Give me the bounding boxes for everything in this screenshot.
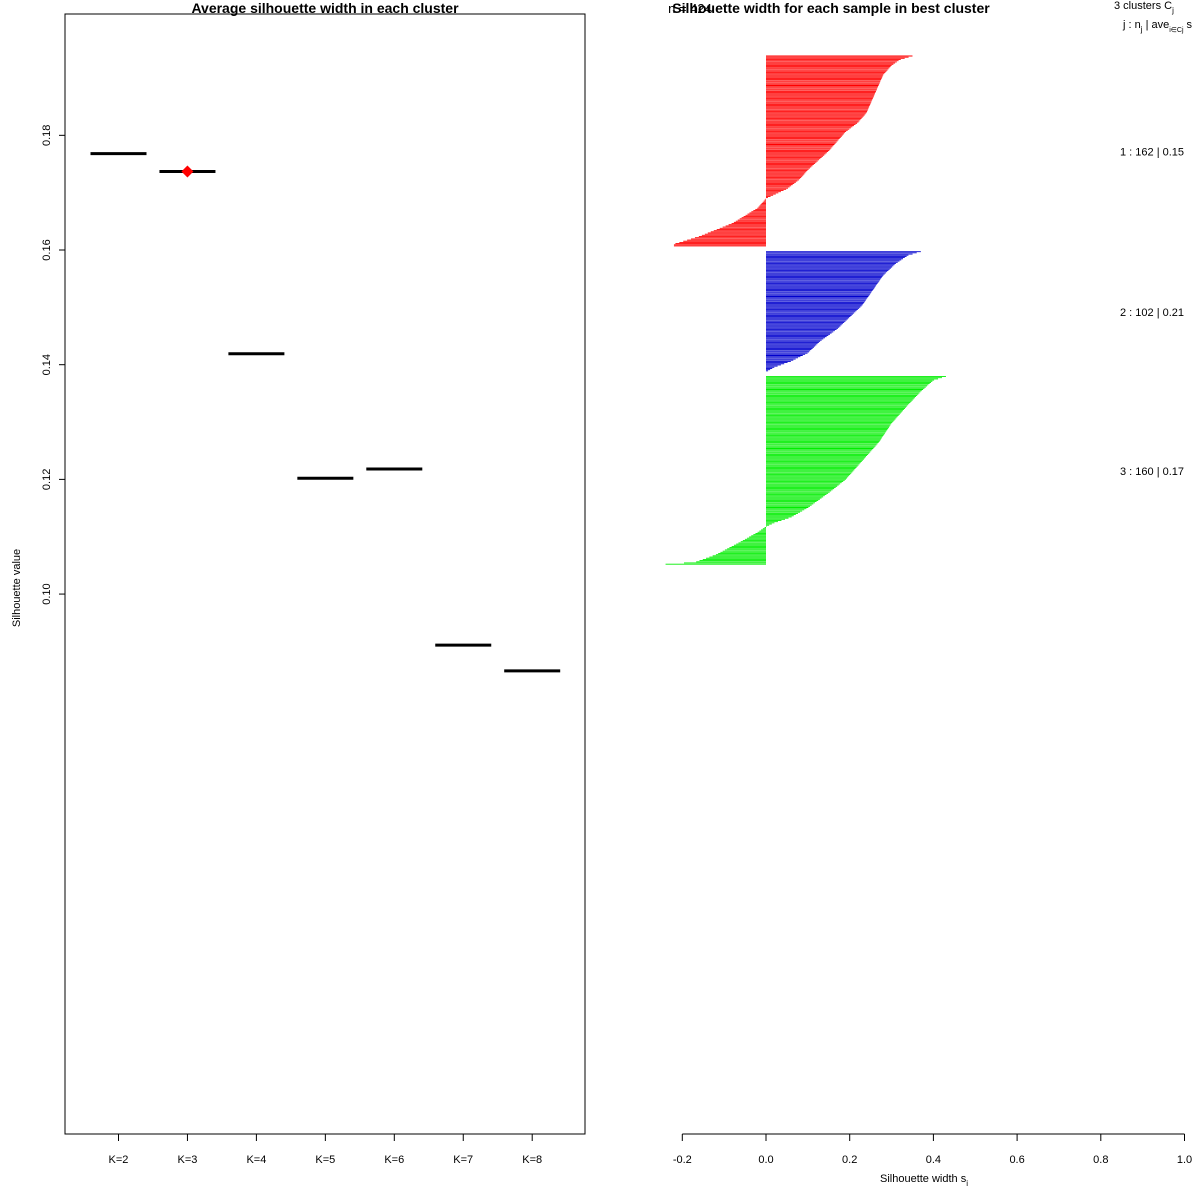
left-x-tick-label: K=3 xyxy=(178,1154,198,1166)
right-hidden-title: n = 424 xyxy=(668,1,712,16)
legend-header-line2-sub2: i∈Cj xyxy=(1169,27,1184,34)
left-plot-frame xyxy=(64,13,586,1135)
legend-header-line2-sub: j xyxy=(1140,25,1143,34)
right-x-tick-label: 1.0 xyxy=(1177,1154,1192,1166)
right-x-axis-label-subscript: i xyxy=(966,1179,968,1188)
left-x-tick-label: K=2 xyxy=(109,1154,129,1166)
left-x-axis: K=2 K=3 K=4 K=5 K=6 K=7 K=8 xyxy=(109,1134,542,1166)
right-x-tick-label: 0.4 xyxy=(926,1154,941,1166)
cluster-2-bars xyxy=(766,251,921,372)
left-y-tick-label: 0.14 xyxy=(41,354,53,375)
left-segments xyxy=(90,152,561,673)
cluster-3-label: 3 : 160 | 0.17 xyxy=(1120,466,1184,478)
cluster-1-bars xyxy=(673,55,913,247)
left-x-tick-label: K=4 xyxy=(246,1154,266,1166)
legend-header-line1-sub: j xyxy=(1171,6,1174,15)
left-x-tick-label: K=6 xyxy=(384,1154,404,1166)
left-chart-title: Average silhouette width in each cluster xyxy=(191,0,459,16)
cluster-2-label: 2 : 102 | 0.21 xyxy=(1120,307,1184,319)
left-y-axis-label: Silhouette value xyxy=(11,549,23,627)
right-x-axis-label: Silhouette width si xyxy=(880,1173,968,1188)
cluster-3-bars xyxy=(665,376,946,565)
sample-silhouette-panel: n = 424 Silhouette width for each sample… xyxy=(665,0,1193,1188)
legend-header-line2: j : nj | avei∈Cj s xyxy=(1122,19,1193,34)
right-x-tick-label: 0.2 xyxy=(842,1154,857,1166)
left-y-tick-label: 0.16 xyxy=(41,239,53,260)
cluster-legend: 3 clusters Cj j : nj | avei∈Cj s 1 : 162… xyxy=(1114,0,1193,478)
right-x-tick-label: 0.0 xyxy=(758,1154,773,1166)
right-x-tick-label: 0.6 xyxy=(1009,1154,1024,1166)
legend-header-line2-tail: s xyxy=(1184,19,1193,31)
left-y-axis: 0.10 0.12 0.14 0.16 0.18 xyxy=(41,125,65,605)
silhouette-bars xyxy=(665,55,946,565)
right-x-tick-label: -0.2 xyxy=(673,1154,692,1166)
cluster-1-label: 1 : 162 | 0.15 xyxy=(1120,147,1184,159)
left-y-tick-label: 0.12 xyxy=(41,469,53,490)
right-chart-title: Silhouette width for each sample in best… xyxy=(672,0,990,16)
left-x-tick-label: K=8 xyxy=(522,1154,542,1166)
legend-header-line2-rest: | ave xyxy=(1143,19,1170,31)
left-x-tick-label: K=7 xyxy=(453,1154,473,1166)
left-x-tick-label: K=5 xyxy=(315,1154,335,1166)
legend-header-line1: 3 clusters Cj xyxy=(1114,0,1174,15)
left-y-tick-label: 0.18 xyxy=(41,125,53,146)
best-k-marker xyxy=(181,165,194,178)
right-x-tick-label: 0.8 xyxy=(1093,1154,1108,1166)
avg-silhouette-panel: Average silhouette width in each cluster… xyxy=(11,0,586,1166)
right-x-axis: -0.2 0.0 0.2 0.4 0.6 0.8 1.0 xyxy=(673,1133,1192,1166)
left-y-tick-label: 0.10 xyxy=(41,583,53,604)
